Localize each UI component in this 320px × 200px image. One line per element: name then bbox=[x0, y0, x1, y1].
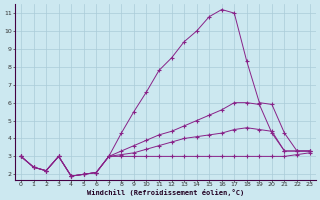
X-axis label: Windchill (Refroidissement éolien,°C): Windchill (Refroidissement éolien,°C) bbox=[87, 189, 244, 196]
